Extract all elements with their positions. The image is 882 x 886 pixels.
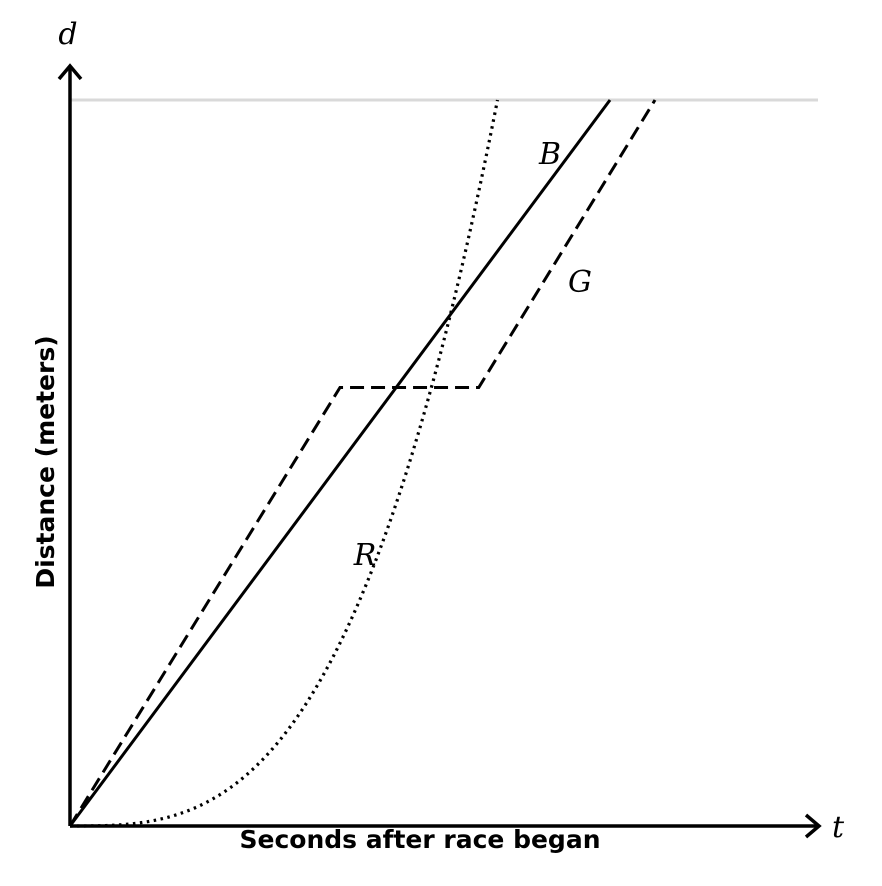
series-line-b <box>68 99 612 827</box>
y-axis-title: Distance (meters) <box>31 335 60 588</box>
x-axis-arrowhead <box>804 813 822 839</box>
series-layer <box>68 99 657 828</box>
series-line-r <box>70 99 500 828</box>
series-label-b: B <box>538 137 561 172</box>
series-line-g <box>68 99 657 827</box>
series-label-r: R <box>353 538 377 573</box>
x-axis-variable: t <box>832 810 845 845</box>
y-axis-variable: d <box>58 17 77 52</box>
x-axis-title: Seconds after race began <box>239 825 600 854</box>
series-label-g: G <box>568 265 592 300</box>
y-axis-arrowhead <box>57 63 83 81</box>
